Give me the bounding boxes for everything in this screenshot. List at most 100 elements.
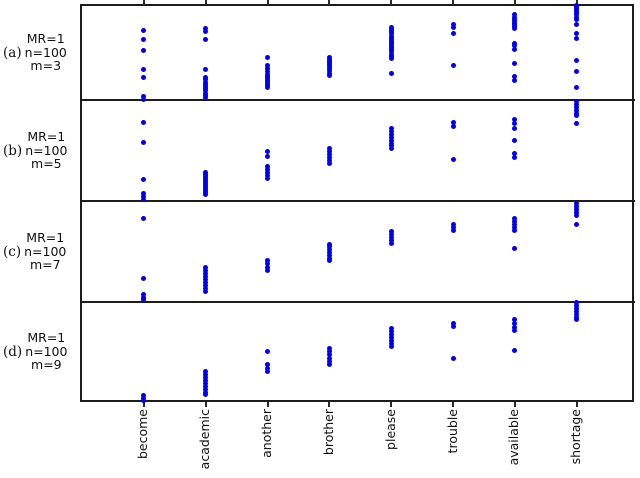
- data-point: [265, 365, 271, 371]
- x-tick-bottom: [513, 402, 516, 407]
- data-point: [203, 286, 209, 292]
- data-point: [141, 48, 147, 54]
- data-point: [388, 240, 394, 246]
- data-point: [141, 139, 147, 145]
- data-point: [388, 128, 394, 134]
- x-tick-bottom: [390, 402, 393, 407]
- panel-letter: (d): [3, 343, 23, 360]
- data-point: [326, 258, 332, 264]
- data-point: [574, 57, 580, 63]
- data-point: [326, 155, 332, 161]
- data-point: [388, 142, 394, 148]
- data-point: [574, 98, 580, 104]
- data-point: [203, 192, 209, 198]
- x-tick-label: another: [259, 409, 275, 458]
- data-point: [574, 120, 580, 126]
- data-point: [574, 317, 580, 323]
- data-point: [203, 36, 209, 42]
- data-point: [326, 355, 332, 361]
- data-point: [388, 237, 394, 243]
- x-tick-top: [204, 0, 207, 5]
- data-point: [203, 67, 209, 73]
- data-point: [450, 123, 456, 129]
- data-point: [265, 349, 271, 354]
- data-point: [141, 96, 147, 102]
- data-point: [326, 346, 332, 352]
- data-point: [203, 289, 209, 295]
- panel-param-line: m=7: [29, 257, 61, 273]
- data-point: [141, 397, 147, 403]
- panel-annotation: (a) MR=1 n=100 m=3: [0, 5, 79, 100]
- x-tick-label: available: [506, 409, 522, 466]
- data-point: [265, 268, 271, 274]
- data-point: [450, 63, 456, 69]
- panel-params: MR=1 n=100 m=7: [24, 231, 66, 272]
- data-point: [203, 283, 209, 289]
- data-point: [203, 377, 209, 383]
- data-point: [326, 358, 332, 364]
- data-point: [450, 355, 456, 361]
- x-tick-bottom: [328, 402, 331, 407]
- panel-letter: (b): [3, 142, 23, 159]
- panel-param-line: m=9: [31, 357, 62, 373]
- data-point: [388, 70, 394, 76]
- data-point: [388, 131, 394, 137]
- data-point: [203, 76, 209, 82]
- panel-divider: [81, 99, 635, 101]
- x-tick-label: academic: [197, 409, 213, 470]
- data-point: [265, 173, 271, 179]
- data-point: [574, 35, 580, 41]
- data-point: [512, 12, 518, 17]
- panel-param-line: n=100: [25, 343, 68, 359]
- data-point: [450, 21, 456, 27]
- data-point: [388, 326, 394, 332]
- data-point: [388, 335, 394, 341]
- data-point: [388, 145, 394, 151]
- data-point: [512, 151, 518, 157]
- data-point: [574, 104, 580, 110]
- data-point: [512, 73, 518, 79]
- data-point: [512, 224, 518, 230]
- data-point: [265, 164, 271, 170]
- panel-param-line: n=100: [24, 243, 67, 259]
- data-point: [265, 170, 271, 176]
- data-point: [141, 297, 147, 303]
- plot-frame: [80, 4, 634, 402]
- panel-divider: [81, 301, 635, 303]
- data-point: [574, 303, 580, 309]
- data-point: [574, 12, 580, 17]
- x-tick-top: [328, 0, 331, 5]
- data-point: [141, 276, 147, 282]
- data-point: [388, 134, 394, 140]
- x-tick-bottom: [204, 402, 207, 407]
- data-point: [203, 391, 209, 397]
- data-point: [450, 25, 456, 31]
- data-point: [574, 306, 580, 312]
- x-tick-top: [266, 0, 269, 5]
- data-point: [450, 227, 456, 233]
- x-tick-top: [390, 0, 393, 5]
- x-tick-top: [142, 0, 145, 5]
- data-point: [203, 380, 209, 386]
- data-point: [574, 312, 580, 318]
- data-point: [574, 203, 580, 209]
- data-point: [265, 261, 271, 267]
- data-point: [512, 43, 518, 49]
- data-point: [512, 221, 518, 227]
- data-point: [141, 28, 147, 34]
- data-point: [141, 197, 147, 203]
- panel-params: MR=1 n=100 m=5: [25, 130, 67, 171]
- x-tick-bottom: [266, 402, 269, 407]
- data-point: [512, 328, 518, 334]
- data-point: [388, 125, 394, 131]
- panel-annotation: (d) MR=1 n=100 m=9: [0, 302, 79, 401]
- panel-letter: (a): [3, 44, 22, 61]
- data-point: [388, 231, 394, 237]
- data-point: [141, 194, 147, 200]
- data-point: [512, 325, 518, 331]
- data-point: [512, 61, 518, 67]
- data-point: [450, 321, 456, 327]
- panel-param-line: m=3: [30, 58, 62, 74]
- data-point: [388, 329, 394, 335]
